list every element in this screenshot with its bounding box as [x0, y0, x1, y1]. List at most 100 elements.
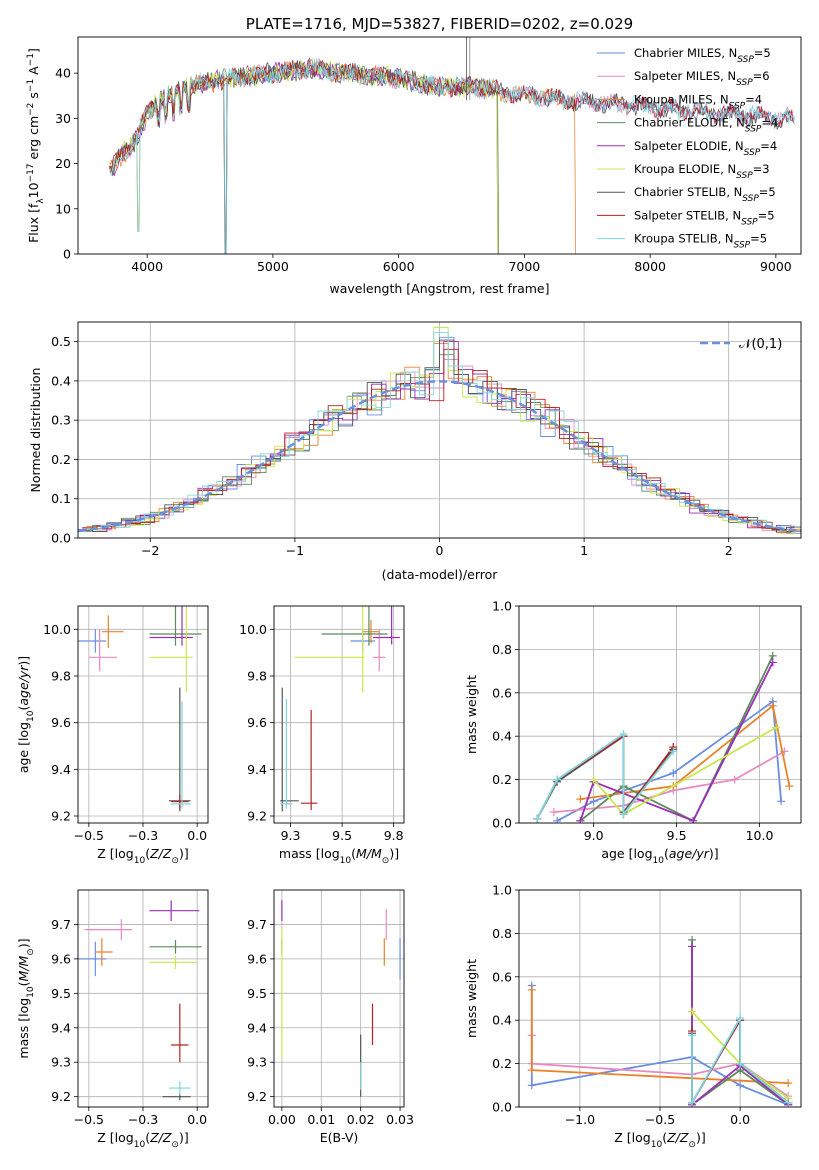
x-axis-label: mass [log10(M/M⊙)]: [279, 846, 399, 866]
x-tick-label: −1.0: [565, 1112, 595, 1127]
plot-area: [78, 606, 202, 812]
x-axis-label: (data-model)/error: [382, 567, 499, 582]
y-tick-label: 0: [63, 247, 71, 262]
errorbar-point-5: [149, 606, 193, 646]
x-tick-label: 10.0: [746, 828, 774, 843]
y-tick-label: 0.8: [492, 642, 512, 657]
errorbar-point-5: [373, 606, 400, 645]
weight-marker: [619, 730, 628, 739]
x-tick-label: −0.5: [74, 828, 104, 843]
errorbar-point-7: [162, 1093, 191, 1101]
x-tick-label: 0.00: [268, 1112, 296, 1127]
y-tick-label: 9.3: [51, 1055, 71, 1070]
x-axis-label: Z [log10(Z/Z⊙)]: [97, 846, 188, 866]
y-tick-label: 9.6: [247, 715, 267, 730]
x-tick-label: 9.8: [384, 828, 404, 843]
y-tick-label: 0.6: [492, 685, 512, 700]
legend-label-5: Salpeter ELODIE, NSSP=4: [634, 139, 777, 158]
weight-marker: [768, 658, 777, 667]
x-tick-label: 9000: [760, 259, 792, 274]
axes-frame: [518, 889, 802, 1108]
legend-label-2: Salpeter MILES, NSSP=6: [634, 69, 770, 88]
y-tick-label: 10: [55, 201, 71, 216]
errorbar-point-8: [171, 794, 189, 809]
errorbar-point-7: [169, 687, 191, 812]
y-tick-label: 9.4: [51, 1020, 71, 1035]
weight-marker: [736, 1059, 745, 1068]
legend-label-3: Kroupa MILES, NSSP=4: [634, 92, 762, 111]
panel-residuals: −2 −1 0 1 2 0.0 0.1 0.2 0.3 0.4 0.5 (data-model)/er…: [28, 321, 802, 582]
weight-marker: [772, 723, 781, 732]
weight-marker: [576, 816, 585, 823]
errorbar-point-6: [149, 955, 198, 970]
errorbar-point-4: [149, 606, 202, 646]
weight-marker: [689, 816, 698, 823]
y-tick-label: 0.4: [492, 1013, 512, 1028]
y-tick-label: 0.8: [492, 926, 512, 941]
y-axis-label: Flux [fλ10−17 erg cm−2 s−1 A−1]: [26, 48, 46, 243]
axes-frame: [77, 36, 802, 255]
y-tick-label: 9.2: [51, 809, 71, 824]
plot-area: [281, 900, 401, 1097]
y-tick-label: 9.8: [247, 669, 267, 684]
plot-area: [78, 327, 801, 535]
x-tick-label: −1: [286, 543, 304, 558]
weight-marker: [527, 1081, 536, 1090]
x-tick-label: −2: [141, 543, 159, 558]
x-axis-label: wavelength [Angstrom, rest frame]: [329, 281, 549, 296]
y-tick-label: 0.2: [492, 1056, 512, 1071]
legend-label-7: Chabrier STELIB, NSSP=5: [634, 185, 776, 204]
weight-marker: [669, 769, 678, 778]
y-tick-label: 9.6: [51, 951, 71, 966]
x-tick-label: 0: [436, 543, 444, 558]
weight-marker: [784, 1098, 793, 1107]
errorbar-point-3: [101, 615, 124, 648]
y-tick-label: 9.7: [51, 917, 71, 932]
weight-marker: [589, 797, 598, 806]
plot-area: [533, 651, 794, 823]
errorbar-point-3: [362, 620, 380, 644]
y-tick-label: 0.0: [492, 816, 512, 831]
x-axis-label: E(B-V): [320, 1130, 359, 1145]
y-tick-label: 10.0: [43, 622, 71, 637]
x-tick-label: 0.0: [187, 1112, 207, 1127]
weight-marker: [736, 1081, 745, 1090]
y-tick-label: 9.4: [247, 1020, 267, 1035]
y-tick-label: 30: [55, 111, 71, 126]
y-tick-label: 0.2: [51, 452, 71, 467]
y-tick-label: 9.6: [51, 715, 71, 730]
errorbar-point-2: [88, 629, 117, 672]
x-axis-label: Z [log10(Z/Z⊙)]: [97, 1130, 188, 1150]
weight-marker: [527, 985, 536, 994]
axes-frame: [77, 605, 209, 824]
plot-area: [527, 935, 793, 1107]
legend-label-8: Salpeter STELIB, NSSP=5: [634, 208, 775, 227]
y-tick-label: 0.6: [492, 969, 512, 984]
legend-label-normal: 𝒩(0,1): [739, 337, 782, 352]
y-tick-label: 9.3: [247, 1055, 267, 1070]
y-tick-label: 9.2: [51, 1089, 71, 1104]
errorbar-point-9: [169, 1081, 191, 1095]
errorbar-point-9: [280, 698, 293, 809]
y-tick-label: 9.4: [51, 762, 71, 777]
y-tick-label: 0.5: [51, 334, 71, 349]
y-tick-label: 0.1: [51, 491, 71, 506]
x-tick-label: 0.01: [307, 1112, 335, 1127]
y-tick-label: 10.0: [239, 622, 267, 637]
legend-label-4: Chabrier ELODIE, NSSP=4: [634, 116, 778, 135]
errorbar-point-4: [321, 606, 388, 646]
weight-marker: [730, 775, 739, 784]
x-axis-label: Z [log10(Z/Z⊙)]: [614, 1130, 705, 1150]
panel-spectrum: 4000 5000 6000 7000 8000 9000 0 10 20 30 40 wavelen…: [26, 36, 802, 296]
axes-frame: [273, 889, 405, 1108]
x-tick-label: −0.3: [128, 1112, 158, 1127]
x-tick-label: 1: [580, 543, 588, 558]
axes-frame: [77, 321, 802, 539]
weight-marker: [688, 1007, 697, 1016]
errorbar-point-6: [294, 606, 365, 693]
y-tick-label: 20: [55, 156, 71, 171]
legend-label-6: Kroupa ELODIE, NSSP=3: [634, 162, 770, 181]
x-tick-label: 8000: [634, 259, 666, 274]
